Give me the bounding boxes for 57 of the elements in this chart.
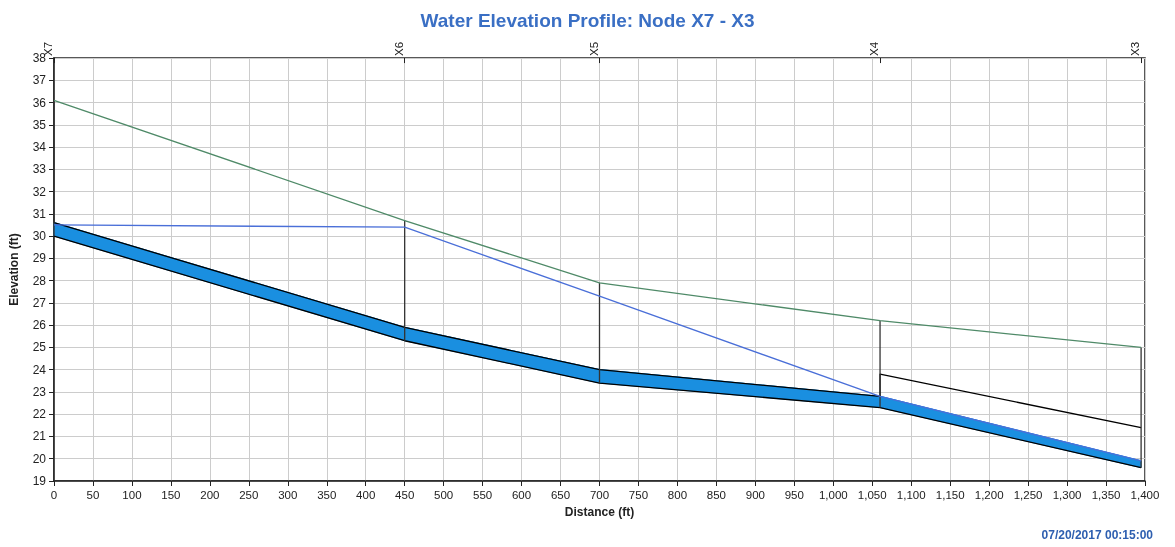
x-tick-label: 850 — [706, 489, 726, 501]
ref-line-label: X4 — [868, 41, 881, 57]
x-tick-label: 900 — [745, 489, 765, 501]
x-tick-label: 100 — [122, 489, 142, 501]
ref-line-label: X6 — [392, 41, 405, 57]
ref-line-label: X5 — [587, 41, 600, 57]
x-tick-label: 250 — [239, 489, 259, 501]
x-tick-label: 1,300 — [1052, 489, 1082, 501]
chart-title: Water Elevation Profile: Node X7 - X3 — [420, 10, 755, 31]
x-tick-label: 600 — [511, 489, 532, 501]
x-tick-label: 300 — [278, 489, 298, 501]
x-tick-label: 650 — [550, 489, 571, 501]
y-tick-label: 35 — [32, 117, 47, 132]
y-tick-label: 36 — [32, 95, 47, 110]
x-tick-label: 1,350 — [1091, 489, 1121, 501]
y-tick-label: 27 — [32, 295, 47, 310]
y-tick-label: 38 — [32, 51, 47, 65]
y-tick-label: 32 — [32, 184, 47, 199]
x-tick-label: 950 — [784, 489, 804, 501]
y-tick-label: 21 — [32, 429, 47, 444]
y-tick-label: 34 — [32, 140, 47, 155]
x-tick-label: 400 — [356, 489, 376, 501]
x-tick-label: 500 — [434, 489, 454, 501]
x-tick-label: 350 — [317, 489, 337, 501]
text: 07/20/2017 00:15:00 — [1041, 528, 1154, 542]
y-tick-label: 31 — [32, 206, 47, 221]
x-tick-label: 200 — [200, 489, 220, 501]
y-axis-title: Elevation (ft) — [7, 233, 21, 306]
x-tick-label: 1,250 — [1013, 489, 1043, 501]
y-tick-label: 30 — [32, 229, 47, 244]
y-tick-label: 23 — [32, 384, 47, 399]
x-tick-label: 550 — [473, 489, 493, 501]
x-tick-label: 150 — [161, 489, 181, 501]
x-tick-label: 800 — [667, 489, 688, 501]
y-tick-label: 33 — [32, 162, 47, 177]
x-tick-label: 700 — [589, 489, 610, 501]
y-tick-label: 25 — [32, 340, 47, 355]
x-tick-label: 450 — [395, 489, 415, 501]
y-tick-label: 29 — [32, 251, 47, 266]
y-tick-label: 26 — [32, 318, 47, 333]
x-tick-label: 1,100 — [896, 489, 926, 501]
x-axis-title: Distance (ft) — [564, 504, 635, 519]
x-tick-label: 750 — [628, 489, 649, 501]
y-tick-label: 22 — [32, 407, 47, 422]
x-tick-label: 0 — [50, 489, 58, 501]
y-tick-label: 28 — [32, 273, 47, 288]
x-tick-label: 1,150 — [935, 489, 965, 501]
y-tick-label: 20 — [32, 451, 47, 466]
y-tick-label: 24 — [32, 362, 47, 377]
x-tick-label: 1,200 — [974, 489, 1004, 501]
y-tick-label: 37 — [32, 73, 47, 88]
x-tick-label: 50 — [86, 489, 100, 501]
x-tick-label: 1,000 — [818, 489, 848, 501]
y-tick-label: 19 — [32, 474, 47, 488]
x-tick-label: 1,400 — [1130, 489, 1160, 501]
x-tick-label: 1,050 — [857, 489, 887, 501]
ref-line-label: X3 — [1129, 41, 1142, 57]
